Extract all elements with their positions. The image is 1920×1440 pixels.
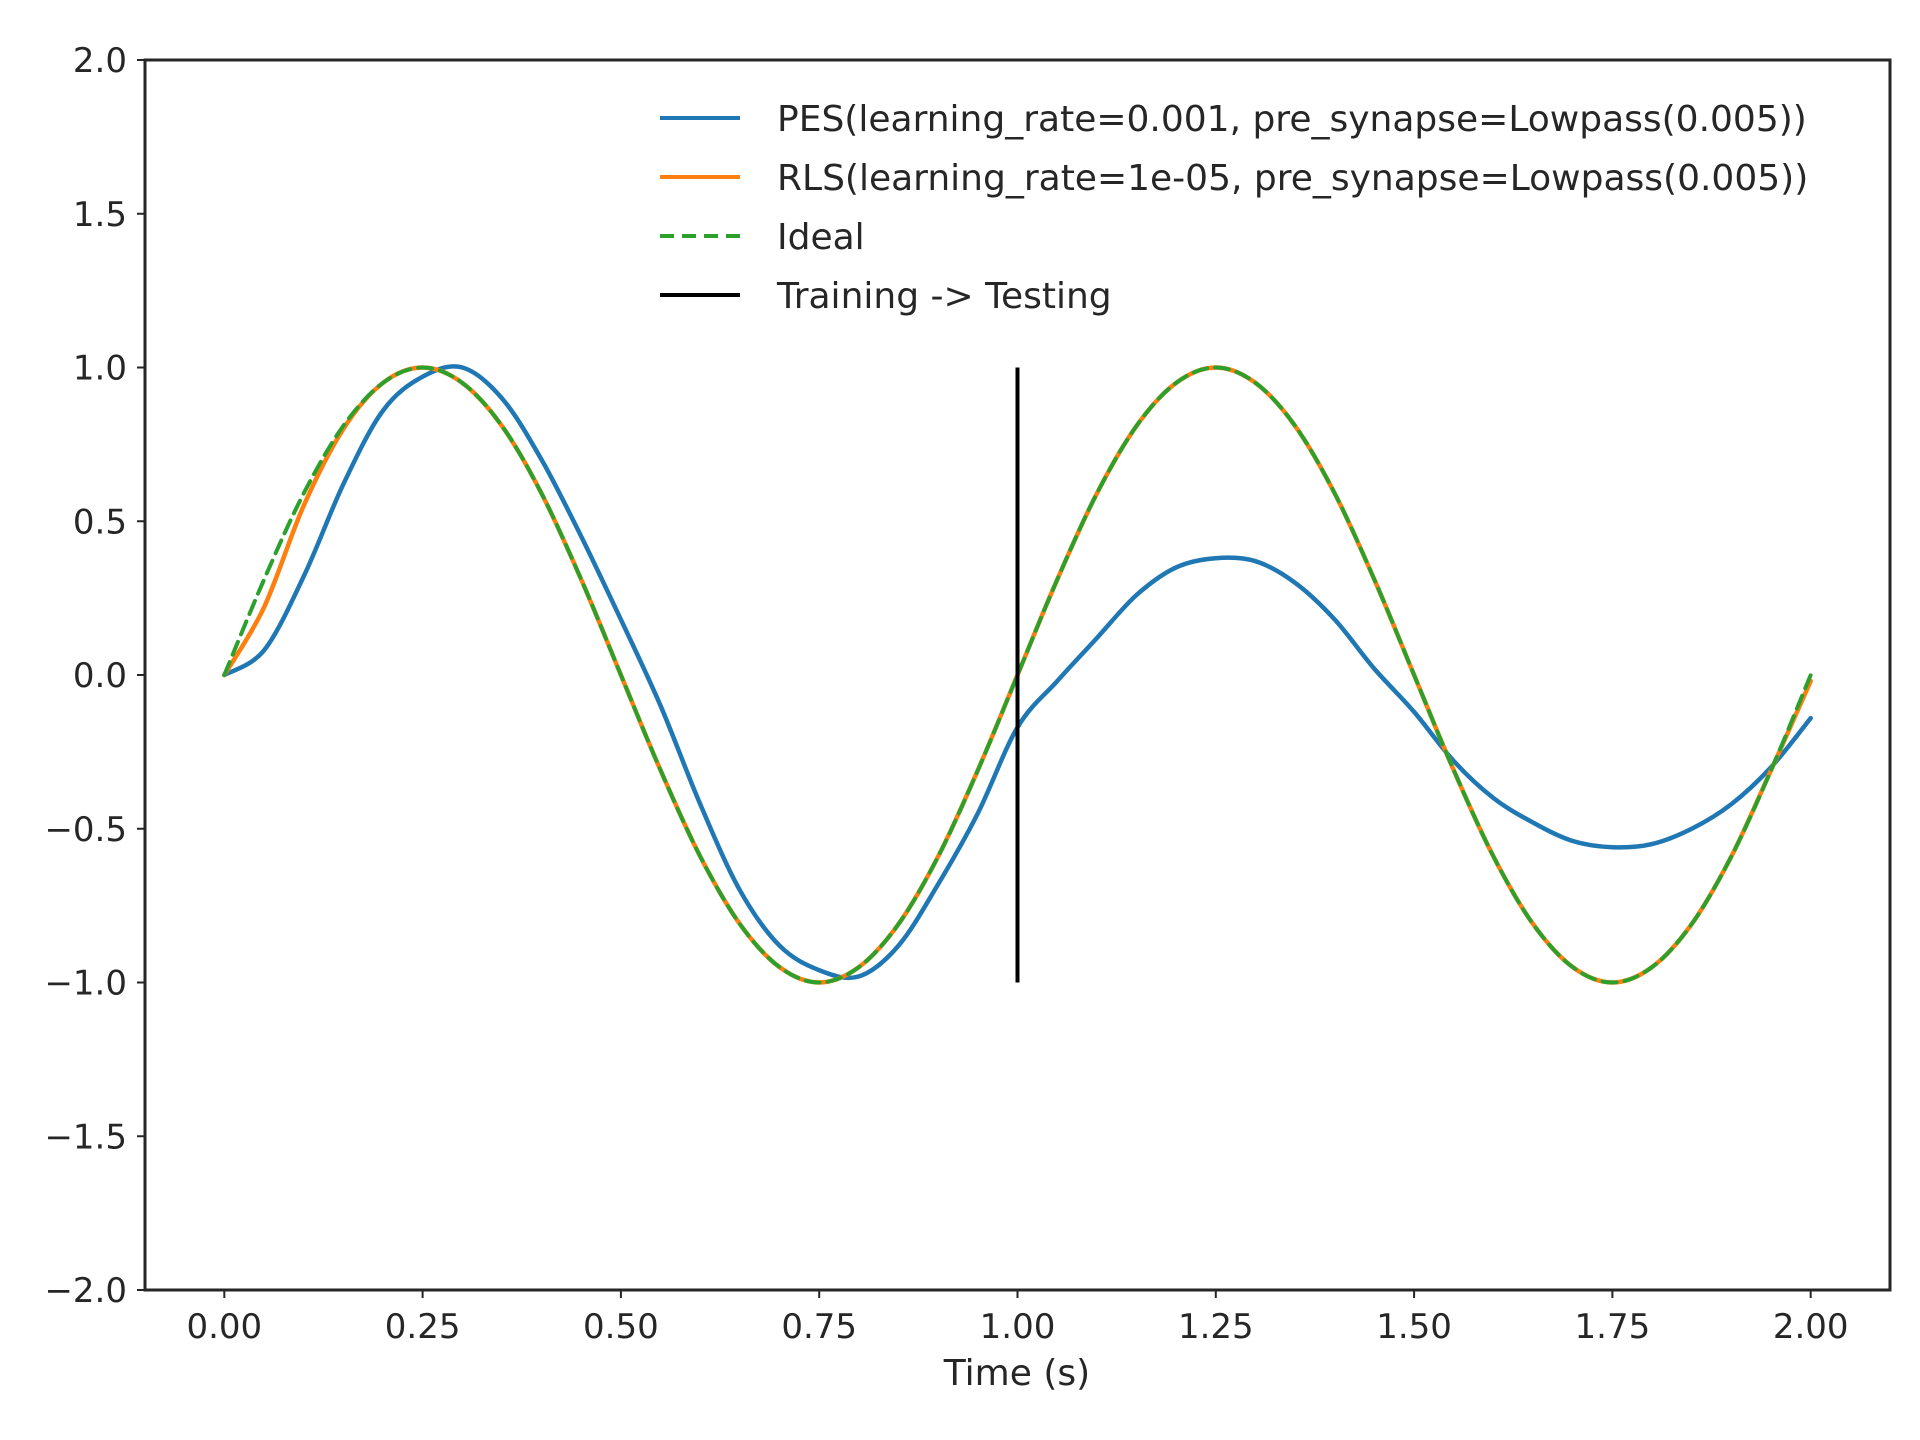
x-tick-label: 0.25 (385, 1307, 461, 1347)
y-tick-label: −2.0 (44, 1271, 127, 1311)
x-axis-ticks: 0.00 0.25 0.50 0.75 1.00 1.25 1.50 1.75 2.00 (186, 1290, 1849, 1347)
y-tick-label: 1.5 (73, 195, 127, 235)
y-tick-label: 1.0 (73, 349, 127, 389)
x-axis-label: Time (s) (943, 1353, 1090, 1394)
y-tick-label: −0.5 (44, 810, 127, 850)
y-tick-label: 2.0 (73, 41, 127, 81)
series-line-pes (222, 364, 1813, 981)
series-line-ideal (222, 365, 1813, 985)
legend-label-rls: RLS(learning_rate=1e-05, pre_synapse=Low… (777, 158, 1808, 199)
y-tick-label: −1.5 (44, 1117, 127, 1157)
x-tick-label: 1.75 (1575, 1307, 1651, 1347)
legend-label-vline: Training -> Testing (776, 276, 1112, 317)
legend-label-ideal: Ideal (777, 217, 865, 258)
x-tick-label: 1.00 (980, 1307, 1056, 1347)
y-tick-label: −1.0 (44, 964, 127, 1004)
y-tick-label: 0.5 (73, 502, 127, 542)
x-tick-label: 1.50 (1376, 1307, 1452, 1347)
x-tick-label: 2.00 (1773, 1307, 1849, 1347)
x-tick-label: 0.00 (186, 1307, 262, 1347)
legend: PES(learning_rate=0.001, pre_synapse=Low… (660, 99, 1808, 317)
x-tick-label: 1.25 (1178, 1307, 1254, 1347)
x-tick-label: 0.50 (583, 1307, 659, 1347)
y-axis-ticks: 2.0 1.5 1.0 0.5 0.0 −0.5 −1.0 −1.5 −2.0 (44, 41, 145, 1311)
legend-label-pes: PES(learning_rate=0.001, pre_synapse=Low… (777, 99, 1807, 140)
y-tick-label: 0.0 (73, 656, 127, 696)
x-tick-label: 0.75 (781, 1307, 857, 1347)
